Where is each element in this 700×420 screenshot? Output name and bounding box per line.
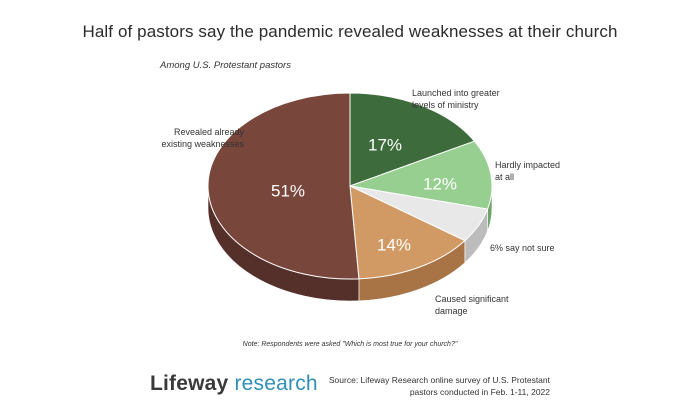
source-line-2: pastors conducted in Feb. 1-11, 2022 [409,387,550,397]
logo-research: research [228,372,318,395]
pie-slice-4 [207,92,360,280]
pie-slice-1 [348,140,493,210]
slice-pct-0: 17% [368,135,402,154]
slice-label-4: Revealed already existing weaknesses [161,127,244,149]
slice-pct-4: 51% [271,181,305,200]
slice-label-0: Launched into greater levels of ministry [412,88,500,110]
chart-title: Half of pastors say the pandemic reveale… [82,22,618,41]
slice-label-2: 6% say not sure [490,243,555,253]
slice-label-3: Caused significant damage [435,294,509,316]
lifeway-research-logo: Lifeway research [150,372,318,396]
logo-lifeway: Lifeway [150,372,229,395]
chart-source: Source: Lifeway Research online survey o… [290,374,550,398]
slice-label-1: Hardly impacted at all [495,160,560,182]
source-line-1: Source: Lifeway Research online survey o… [328,375,550,385]
pie-slice-3 [349,185,466,280]
chart-note: Note: Respondents were asked "Which is m… [242,341,458,348]
slice-pct-1: 12% [423,174,457,193]
chart-subtitle: Among U.S. Protestant pastors [160,60,291,71]
pie-slice-0 [349,92,476,187]
slice-pct-3: 14% [377,235,411,254]
